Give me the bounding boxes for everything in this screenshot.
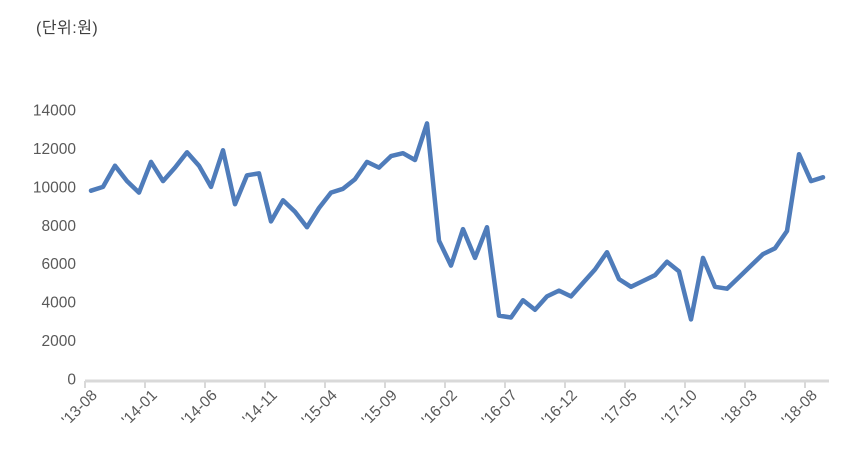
x-axis-tick-label: '14-01 <box>119 387 161 429</box>
price-line-series <box>88 121 826 322</box>
x-axis-tick-label: '18-03 <box>719 387 761 429</box>
x-axis-tick-label: '18-08 <box>779 387 821 429</box>
y-axis-tick-label: 8000 <box>42 218 77 235</box>
x-axis-tick-label: '17-10 <box>659 387 701 429</box>
y-axis-tick-label: 6000 <box>42 256 77 273</box>
x-axis-tick-label: '16-12 <box>539 387 581 429</box>
y-axis-tick-label: 0 <box>67 372 76 389</box>
y-axis-tick-label: 12000 <box>33 141 76 158</box>
x-axis-tick-label: '15-04 <box>299 387 341 429</box>
unit-label: (단위:원) <box>36 20 99 37</box>
x-axis-tick-label: '15-09 <box>359 387 401 429</box>
y-axis-tick-label: 10000 <box>33 179 76 196</box>
y-axis-tick-label: 2000 <box>42 333 77 350</box>
x-axis-tick-label: '13-08 <box>59 387 101 429</box>
y-axis-tick-label: 4000 <box>42 295 77 312</box>
x-axis-tick-label: '14-11 <box>239 387 280 428</box>
x-axis-tick-label: '16-02 <box>419 387 461 429</box>
x-axis-tick-label: '14-06 <box>179 387 221 429</box>
y-axis-tick-label: 14000 <box>33 103 76 120</box>
x-axis-tick-label: '17-05 <box>599 387 641 429</box>
x-axis-tick-label: '16-07 <box>479 387 521 429</box>
